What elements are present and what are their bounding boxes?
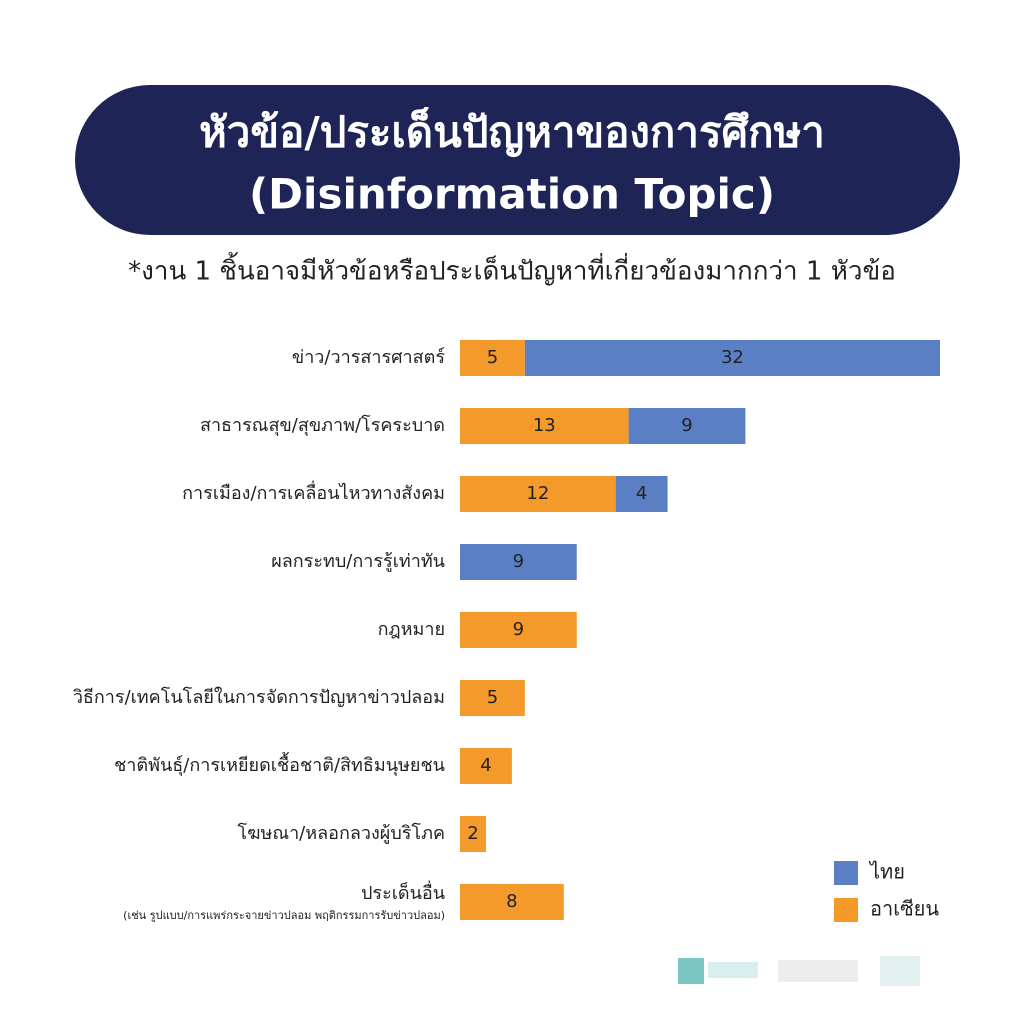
- legend-swatch: [834, 898, 858, 922]
- logo: [778, 960, 858, 982]
- data-label: 9: [513, 551, 524, 572]
- y-tick-label: การเมือง/การเคลื่อนไหวทางสังคม: [182, 480, 445, 504]
- y-tick-label: ประเด็นอื่น: [361, 880, 445, 904]
- data-label: 13: [533, 415, 556, 436]
- bar-segment: [460, 544, 577, 580]
- category-note: (เช่น รูปแบบ/การแพร่กระจายข่าวปลอม พฤติก…: [123, 909, 445, 922]
- bar-segment: [460, 476, 616, 512]
- data-label: 32: [721, 347, 744, 368]
- legend-swatch: [834, 861, 858, 885]
- bar-segment: [460, 748, 512, 784]
- data-label: 9: [681, 415, 692, 436]
- bar-segment: [460, 680, 525, 716]
- data-label: 8: [506, 891, 517, 912]
- y-tick-label: ผลกระทบ/การรู้เท่าทัน: [271, 551, 445, 572]
- logo: [880, 956, 920, 986]
- data-label: 2: [467, 823, 478, 844]
- y-tick-label: โฆษณา/หลอกลวงผู้บริโภค: [237, 822, 445, 844]
- chart-title-en: (Disinformation Topic): [249, 170, 775, 219]
- chart-subtitle: *งาน 1 ชิ้นอาจมีหัวข้อหรือประเด็นปัญหาที…: [128, 252, 896, 287]
- legend-label: อาเซียน: [870, 897, 939, 921]
- data-label: 12: [526, 483, 549, 504]
- y-tick-label: ข่าว/วารสารศาสตร์: [292, 347, 445, 368]
- y-tick-label: ชาติพันธุ์/การเหยียดเชื้อชาติ/สิทธิมนุษย…: [114, 752, 445, 776]
- bar-segment: [460, 816, 486, 852]
- y-tick-label: กฎหมาย: [378, 619, 445, 640]
- chart-title: หัวข้อ/ประเด็นปัญหาของการศึกษา: [199, 107, 825, 158]
- bar-segment: [460, 340, 525, 376]
- bar-segment: [460, 408, 629, 444]
- logos: [678, 956, 920, 986]
- data-label: 4: [636, 483, 647, 504]
- bar-segment: [628, 408, 746, 444]
- legend-label: ไทย: [868, 860, 905, 884]
- data-label: 5: [487, 687, 498, 708]
- y-tick-label: สาธารณสุข/สุขภาพ/โรคระบาด: [200, 414, 445, 436]
- y-tick-label: วิธีการ/เทคโนโลยีในการจัดการปัญหาข่าวปลอ…: [73, 686, 445, 708]
- data-label: 9: [513, 619, 524, 640]
- bar-segment: [460, 612, 577, 648]
- title-pill: [75, 85, 960, 235]
- logo: [678, 958, 704, 984]
- bar-segment: [460, 884, 564, 920]
- logo: [708, 962, 758, 978]
- bar-segment: [615, 476, 668, 512]
- bar-segment: [524, 340, 940, 376]
- data-label: 5: [487, 347, 498, 368]
- data-label: 4: [480, 755, 491, 776]
